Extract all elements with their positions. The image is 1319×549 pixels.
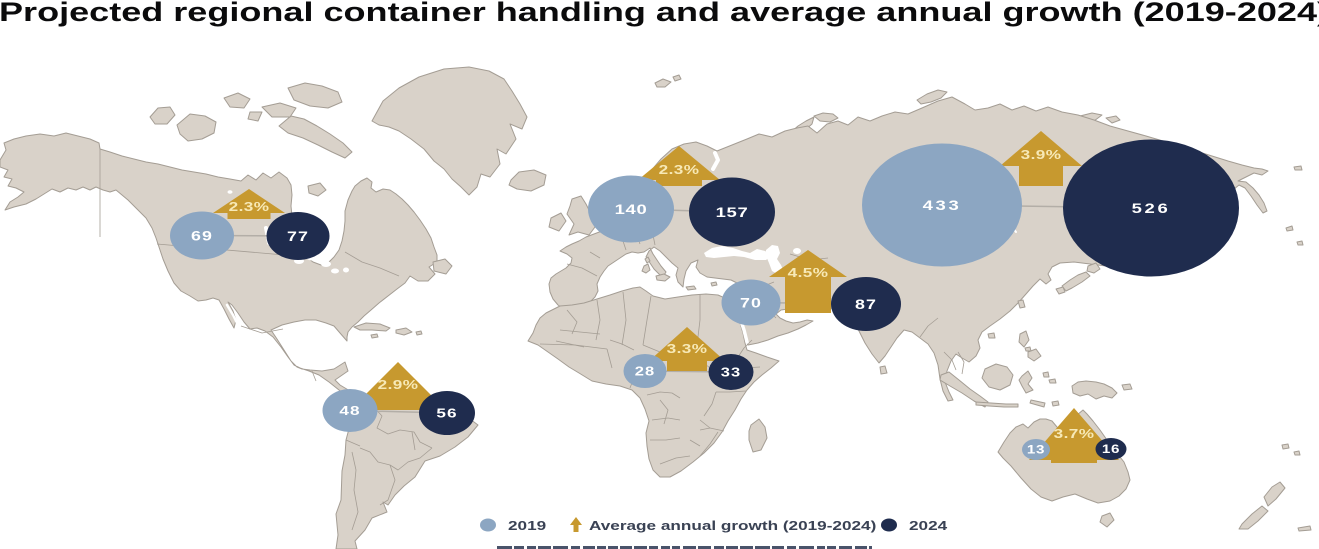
svg-text:433: 433 (923, 198, 962, 213)
svg-text:3.9%: 3.9% (1021, 148, 1062, 163)
svg-text:157: 157 (716, 205, 749, 220)
svg-text:70: 70 (740, 296, 762, 311)
svg-text:Average annual growth (2019-20: Average annual growth (2019-2024) (589, 519, 876, 534)
svg-text:526: 526 (1132, 201, 1171, 216)
svg-text:28: 28 (635, 365, 655, 379)
svg-text:77: 77 (287, 230, 309, 245)
svg-text:2.3%: 2.3% (659, 163, 700, 178)
svg-text:4.5%: 4.5% (788, 266, 829, 281)
svg-text:3.7%: 3.7% (1054, 427, 1095, 442)
svg-text:33: 33 (721, 366, 741, 380)
svg-text:2.3%: 2.3% (229, 200, 270, 215)
svg-text:140: 140 (615, 202, 648, 217)
svg-text:87: 87 (855, 298, 877, 313)
svg-text:56: 56 (436, 407, 457, 422)
svg-text:2.9%: 2.9% (378, 378, 419, 393)
svg-text:16: 16 (1102, 443, 1120, 456)
svg-text:2019: 2019 (508, 519, 546, 534)
svg-text:13: 13 (1027, 443, 1045, 456)
svg-text:2024: 2024 (909, 519, 948, 534)
svg-text:69: 69 (191, 229, 213, 244)
svg-text:3.3%: 3.3% (667, 342, 708, 357)
svg-text:48: 48 (339, 404, 360, 419)
